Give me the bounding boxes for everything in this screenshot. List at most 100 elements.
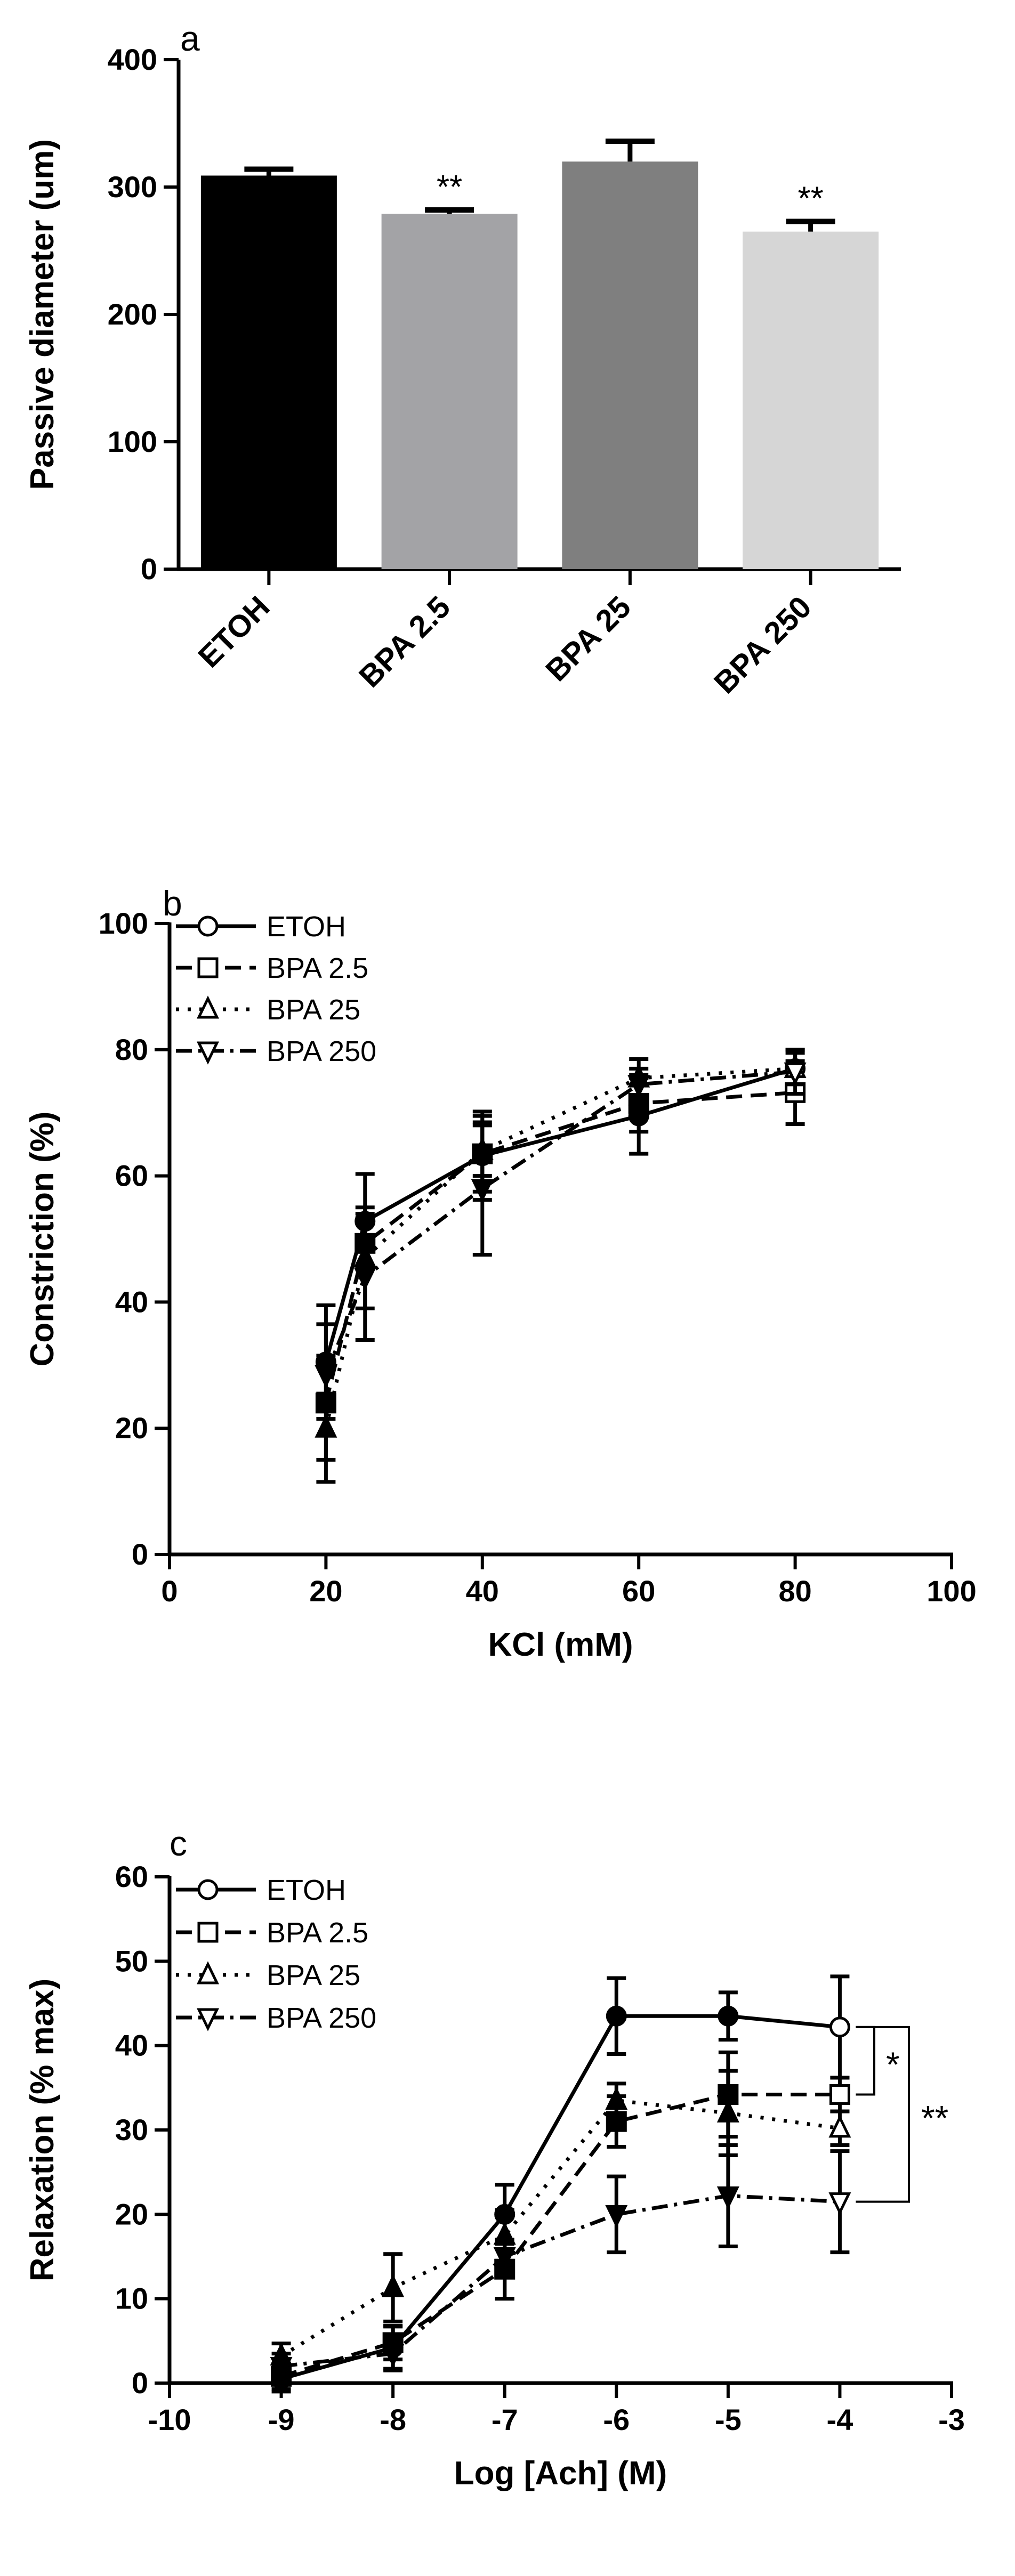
panel-label: c <box>170 1824 187 1863</box>
legend-label-bpa-2-5: BPA 2.5 <box>267 952 368 984</box>
legend-marker-etoh <box>197 1879 219 1900</box>
data-point-bpa-250 <box>315 1365 337 1389</box>
data-point-bpa-250 <box>382 2344 405 2368</box>
y-tick-label: 50 <box>115 1944 148 1978</box>
data-point-bpa-25 <box>605 2086 628 2110</box>
y-tick-label: 0 <box>132 1537 148 1571</box>
significance-label: ** <box>798 181 823 217</box>
series-line-bpa-2-5 <box>324 1090 795 1404</box>
data-point-bpa-250 <box>353 1267 376 1291</box>
x-tick-label: -3 <box>938 2403 965 2436</box>
series-line-bpa-25 <box>280 2099 840 2358</box>
bar-bpa-2-5 <box>381 214 518 569</box>
y-tick-label: 80 <box>115 1033 148 1066</box>
legend-label-bpa-25: BPA 25 <box>267 994 360 1026</box>
y-tick-label: 0 <box>132 2366 148 2400</box>
x-tick-label: 0 <box>161 1574 178 1608</box>
line-chart-constriction: b 0 20 40 60 80 100 0 20 40 60 80 100 KCl (mM) Constri… <box>24 884 977 1663</box>
y-tick-label: 0 <box>141 552 157 586</box>
chart-panel-c: c 0 10 20 30 40 50 60 -10 -9 -8 -7 -6 -5 -4 -3 Log [Ach]… <box>0 1822 1015 2576</box>
x-axis-label: KCl (mM) <box>488 1626 633 1663</box>
x-tick-label: 100 <box>927 1574 976 1608</box>
data-point-bpa-250 <box>471 1179 494 1203</box>
data-point-etoh <box>606 2005 627 2027</box>
series-line-bpa-2-5 <box>280 2093 840 2378</box>
x-axis-label: Log [Ach] (M) <box>454 2455 667 2492</box>
legend-label-bpa-250: BPA 250 <box>267 2002 376 2034</box>
significance-bracket-1 <box>856 2026 875 2096</box>
legend-marker-etoh <box>197 916 219 937</box>
x-tick-label: ETOH <box>191 589 276 674</box>
data-point-bpa-250 <box>828 2192 851 2216</box>
x-tick-label: -5 <box>715 2403 742 2436</box>
chart-panel-b: b 0 20 40 60 80 100 0 20 40 60 80 100 KCl (mM) Constri… <box>0 863 1015 1695</box>
x-tick-label: -4 <box>827 2403 853 2436</box>
legend-marker-bpa-250 <box>197 1041 219 1065</box>
y-tick-label: 60 <box>115 1159 148 1193</box>
data-point-bpa-250 <box>270 2356 293 2380</box>
x-tick-label: -8 <box>380 2403 406 2436</box>
y-axis-label: Passive diameter (um) <box>24 139 61 490</box>
data-point-bpa-250 <box>605 2205 628 2229</box>
data-point-etoh <box>829 2016 850 2038</box>
data-point-bpa-25 <box>716 2099 739 2123</box>
legend-marker-bpa-2-5 <box>197 957 219 978</box>
data-point-bpa-25 <box>315 1414 337 1438</box>
y-tick-label: 30 <box>115 2113 148 2146</box>
panel-label: a <box>180 19 200 58</box>
data-point-etoh <box>718 2005 739 2027</box>
legend-marker-bpa-2-5 <box>197 1922 219 1943</box>
panel-label: b <box>163 884 182 923</box>
x-tick-label: -7 <box>492 2403 518 2436</box>
legend-marker-bpa-25 <box>197 1961 219 1984</box>
legend-label-etoh: ETOH <box>267 1874 346 1906</box>
y-tick-label: 100 <box>99 906 148 940</box>
legend-label-etoh: ETOH <box>267 911 346 943</box>
chart-panel-a: a 0 100 200 300 400 Passive diameter (um) ETOH *… <box>0 0 1015 746</box>
data-point-bpa-2-5 <box>829 2084 850 2105</box>
significance-label: * <box>886 2045 900 2084</box>
significance-bracket-2 <box>856 2026 910 2203</box>
x-tick-label: -6 <box>603 2403 630 2436</box>
series-line-etoh <box>324 1066 796 1363</box>
x-tick-label: -9 <box>268 2403 295 2436</box>
series-line-etoh <box>280 2014 840 2381</box>
legend-label-bpa-25: BPA 25 <box>267 1959 360 1991</box>
x-tick-label: BPA 2.5 <box>352 589 457 694</box>
y-axis-label: Constriction (%) <box>24 1112 61 1367</box>
y-tick-label: 40 <box>115 2029 148 2062</box>
y-tick-label: 10 <box>115 2282 148 2315</box>
bar-chart-passive-diameter: a 0 100 200 300 400 Passive diameter (um) ETOH *… <box>24 19 901 700</box>
y-tick-label: 20 <box>115 1411 148 1445</box>
y-tick-label: 300 <box>108 170 157 204</box>
series-line-bpa-250 <box>324 1070 795 1375</box>
data-point-bpa-250 <box>784 1062 807 1086</box>
series-line-bpa-25 <box>324 1066 795 1429</box>
legend-label-bpa-2-5: BPA 2.5 <box>267 1917 368 1949</box>
bar-bpa-25 <box>562 161 698 569</box>
y-tick-label: 200 <box>108 297 157 331</box>
data-point-bpa-25 <box>828 2115 851 2138</box>
x-tick-label: 20 <box>309 1574 342 1608</box>
x-tick-label: BPA 25 <box>539 589 638 688</box>
data-point-bpa-25 <box>382 2274 405 2297</box>
y-tick-label: 400 <box>108 43 157 76</box>
bar-bpa-250 <box>743 231 879 569</box>
x-tick-label: -10 <box>148 2403 191 2436</box>
line-chart-relaxation: c 0 10 20 30 40 50 60 -10 -9 -8 -7 -6 -5 -4 -3 Log [Ach]… <box>24 1824 965 2492</box>
data-point-bpa-250 <box>627 1075 650 1098</box>
legend-marker-bpa-250 <box>197 2008 219 2031</box>
y-tick-label: 40 <box>115 1285 148 1318</box>
bar-etoh <box>200 175 337 569</box>
y-tick-label: 20 <box>115 2197 148 2231</box>
x-tick-label: 80 <box>778 1574 811 1608</box>
x-tick-label: 40 <box>466 1574 499 1608</box>
x-tick-label: BPA 250 <box>707 589 818 700</box>
x-tick-label: 60 <box>622 1574 655 1608</box>
legend-marker-bpa-25 <box>197 995 219 1019</box>
y-tick-label: 60 <box>115 1860 148 1893</box>
data-point-bpa-250 <box>716 2186 739 2210</box>
significance-label: ** <box>437 169 462 206</box>
series-line-bpa-250 <box>281 2194 840 2368</box>
y-axis-label: Relaxation (% max) <box>24 1979 61 2282</box>
